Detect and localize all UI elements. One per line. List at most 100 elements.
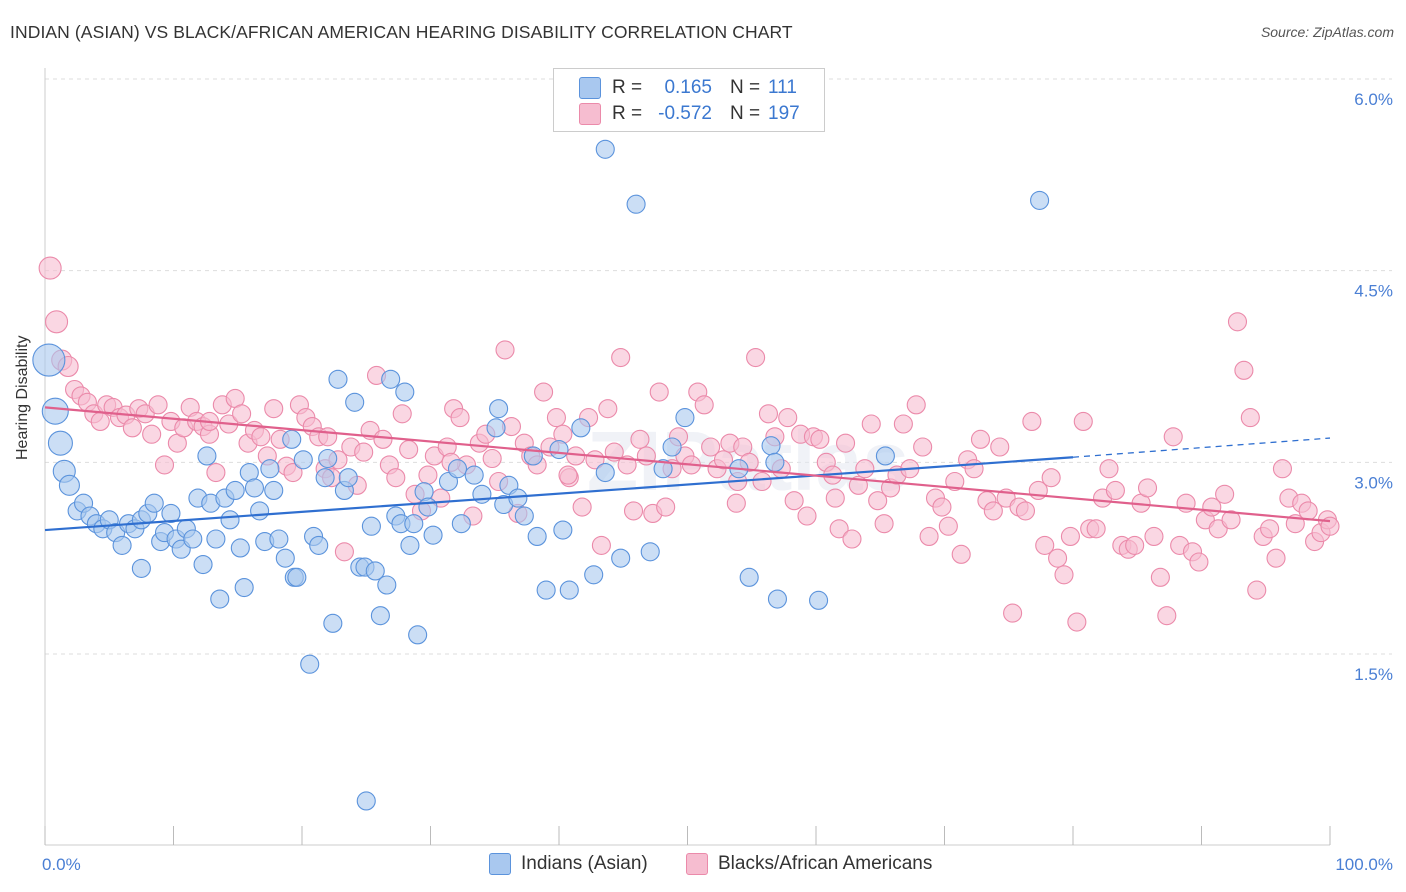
- indian-point: [549, 440, 569, 460]
- black-point: [534, 382, 554, 402]
- indian-point: [486, 418, 506, 438]
- black-point: [964, 459, 984, 479]
- legend-row-blacks: R = -0.572 N = 197: [554, 100, 824, 128]
- bottom-legend-indians: Indians (Asian): [489, 852, 648, 876]
- indian-point: [309, 535, 329, 555]
- indian-point: [193, 555, 213, 575]
- source-credit: Source: ZipAtlas.com: [1260, 24, 1394, 40]
- indian-point: [571, 418, 591, 438]
- indian-point: [197, 446, 217, 466]
- indian-point: [225, 480, 245, 500]
- indian-point: [489, 399, 509, 419]
- black-point: [283, 463, 303, 483]
- black-point: [810, 429, 830, 449]
- black-point: [990, 437, 1010, 457]
- black-point: [656, 497, 676, 517]
- black-point: [1240, 408, 1260, 428]
- indian-point: [318, 448, 338, 469]
- y-tick-label: 4.5%: [1354, 282, 1393, 301]
- black-point: [1054, 565, 1074, 585]
- legend-n-value: 111: [768, 77, 797, 98]
- black-point: [1298, 501, 1318, 521]
- indian-point: [418, 497, 438, 517]
- indian-point: [595, 139, 615, 159]
- axes: [44, 68, 1331, 846]
- black-point: [399, 440, 419, 460]
- black-point: [1125, 535, 1145, 555]
- indian-point: [640, 542, 660, 562]
- black-point: [1234, 360, 1254, 380]
- black-point: [591, 535, 611, 555]
- black-point: [825, 488, 845, 508]
- black-point: [1150, 567, 1170, 587]
- black-point: [334, 542, 354, 562]
- black-point: [264, 399, 284, 419]
- black-point: [154, 455, 175, 475]
- black-point: [392, 404, 412, 424]
- black-point: [1086, 519, 1106, 539]
- y-tick-label: 1.5%: [1354, 665, 1393, 684]
- indian-point: [264, 480, 284, 500]
- indian-trend-extension: [1072, 437, 1331, 458]
- black-point: [373, 429, 393, 449]
- legend-n-label: N =: [730, 103, 761, 124]
- black-point: [1073, 411, 1093, 431]
- indian-point: [584, 565, 604, 585]
- black-point: [572, 497, 592, 517]
- indian-point: [210, 589, 230, 609]
- black-point: [1227, 312, 1248, 332]
- indian-point: [41, 397, 69, 425]
- indian-point: [423, 525, 443, 545]
- indian-point: [161, 503, 181, 523]
- indian-point: [761, 436, 781, 456]
- black-point: [1266, 548, 1286, 568]
- indian-point: [250, 501, 270, 521]
- indian-point: [370, 606, 390, 626]
- indian-point: [395, 382, 415, 402]
- indian-point: [381, 369, 401, 389]
- indian-point: [400, 535, 420, 555]
- indian-point: [595, 463, 615, 483]
- indian-point: [675, 408, 695, 428]
- indian-point: [451, 514, 471, 534]
- black-point: [906, 395, 926, 415]
- indian-point: [809, 590, 829, 610]
- black-point: [1035, 535, 1055, 555]
- black-point: [932, 497, 952, 517]
- indian-point: [767, 589, 788, 609]
- black-point: [752, 471, 772, 492]
- indian-point: [553, 520, 573, 540]
- y-tick-label: 6.0%: [1354, 90, 1393, 109]
- black-point: [623, 501, 644, 521]
- indian-point: [765, 452, 785, 472]
- black-point: [251, 427, 271, 447]
- bottom-legend-label: Blacks/African Americans: [718, 853, 933, 874]
- black-point: [45, 310, 69, 334]
- indian-point: [377, 575, 397, 595]
- legend-row-indians: R = 0.165 N = 111: [554, 74, 824, 102]
- black-point: [1022, 411, 1042, 431]
- indian-point: [536, 580, 556, 600]
- indian-point: [739, 567, 759, 587]
- black-point: [1272, 459, 1293, 479]
- gridlines: [45, 78, 1392, 655]
- black-point: [232, 404, 252, 424]
- black-point: [1189, 552, 1209, 572]
- indian-point: [112, 535, 132, 555]
- black-point: [758, 404, 779, 424]
- black-point: [836, 433, 856, 453]
- black-point: [1060, 526, 1080, 546]
- black-point: [701, 437, 721, 457]
- black-point: [829, 519, 849, 539]
- black-point: [893, 414, 913, 434]
- black-point: [558, 465, 578, 485]
- indian-point: [338, 468, 358, 488]
- black-point: [778, 408, 798, 428]
- indian-point: [508, 488, 528, 508]
- black-point: [598, 399, 618, 419]
- indian-point: [404, 514, 424, 534]
- indian-point: [464, 465, 484, 485]
- black-point: [951, 544, 971, 564]
- black-point: [611, 348, 631, 368]
